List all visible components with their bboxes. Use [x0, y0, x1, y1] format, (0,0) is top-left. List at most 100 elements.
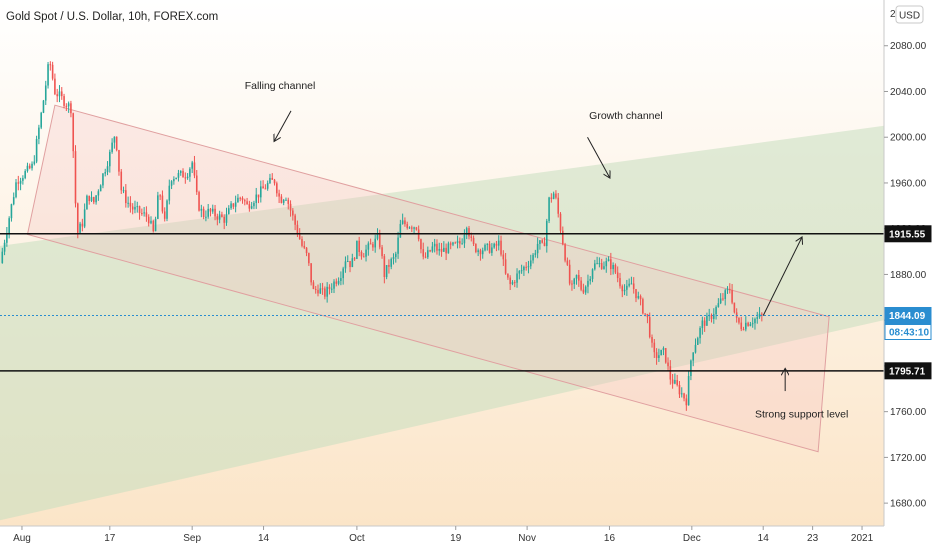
candle-body	[51, 64, 54, 79]
candle-body	[86, 195, 88, 210]
candle-body	[552, 193, 555, 199]
price-tick-label: 1680.00	[890, 499, 927, 510]
candle-body	[465, 228, 468, 235]
candle-body	[504, 259, 507, 274]
candle-body	[639, 296, 642, 300]
candle-body	[671, 379, 674, 384]
currency-button[interactable]: USD	[895, 5, 924, 24]
candle-body	[285, 199, 287, 201]
candle-body	[491, 247, 493, 253]
candle-body	[159, 195, 161, 197]
time-tick-label: Dec	[683, 533, 701, 544]
growth-channel-band	[0, 125, 884, 521]
candle-body	[575, 274, 578, 279]
candle-body	[225, 214, 228, 223]
candle-body	[566, 260, 569, 265]
candle-body	[243, 200, 246, 202]
currency-button-label: USD	[899, 11, 920, 22]
candle-body	[619, 278, 621, 287]
price-badge-label: 1844.09	[889, 311, 926, 322]
candle-body	[433, 243, 436, 247]
candle-body	[92, 197, 95, 203]
candle-body	[484, 244, 486, 251]
candle-body	[88, 195, 91, 201]
time-tick-label: 2021	[851, 533, 874, 544]
candle-body	[394, 253, 397, 258]
candle-body	[143, 212, 145, 214]
candle-body	[548, 197, 550, 221]
candle-body	[330, 288, 333, 290]
candle-body	[223, 216, 226, 223]
candle-body	[406, 224, 409, 228]
candle-body	[509, 277, 511, 285]
candle-body	[616, 272, 619, 279]
candle-body	[102, 173, 104, 186]
candle-body	[56, 94, 58, 97]
candle-body	[150, 220, 152, 224]
candle-body	[612, 265, 614, 270]
candle-body	[385, 265, 388, 278]
candle-body	[292, 210, 294, 216]
candle-body	[182, 170, 184, 178]
price-axis-background	[884, 0, 932, 550]
candle-body	[340, 278, 342, 281]
time-tick-label: Nov	[518, 533, 536, 544]
candle-body	[337, 280, 340, 284]
candle-body	[388, 265, 390, 267]
candle-body	[234, 202, 237, 207]
candle-body	[383, 256, 386, 278]
candle-body	[582, 289, 585, 293]
candle-body	[207, 208, 209, 217]
candle-body	[724, 290, 727, 300]
candle-body	[424, 256, 427, 258]
candle-body	[58, 91, 61, 97]
candle-body	[6, 233, 8, 243]
candle-body	[3, 242, 6, 252]
candle-body	[717, 303, 720, 307]
candle-body	[678, 385, 681, 395]
candle-body	[404, 220, 406, 225]
candle-body	[253, 202, 255, 207]
candle-body	[120, 171, 123, 191]
candle-body	[118, 150, 120, 172]
candle-body	[369, 243, 372, 245]
annotation-label: Falling channel	[245, 80, 316, 92]
candle-body	[122, 190, 125, 192]
candle-body	[513, 282, 516, 284]
candle-body	[468, 228, 470, 237]
candle-body	[632, 283, 635, 290]
candle-body	[356, 240, 358, 259]
candle-body	[198, 192, 200, 211]
candle-body	[17, 182, 20, 184]
candle-body	[72, 113, 75, 152]
candle-body	[598, 263, 601, 265]
candle-body	[269, 177, 271, 184]
candle-body	[642, 299, 644, 314]
candle-body	[271, 177, 274, 180]
candle-body	[518, 270, 521, 274]
candle-body	[456, 241, 459, 243]
candle-body	[294, 215, 296, 225]
candle-body	[658, 355, 660, 358]
candle-body	[580, 280, 582, 290]
candle-body	[427, 250, 429, 258]
candle-body	[97, 191, 100, 196]
candle-body	[170, 181, 173, 186]
candle-body	[397, 237, 399, 254]
candle-body	[184, 177, 187, 179]
candle-body	[63, 96, 65, 106]
candle-body	[134, 206, 136, 210]
candle-body	[289, 203, 292, 211]
candle-body	[109, 151, 111, 167]
annotation-label: Growth channel	[589, 110, 663, 122]
candle-body	[651, 337, 653, 343]
time-axis-background	[0, 526, 932, 550]
candle-body	[358, 240, 360, 252]
candle-body	[173, 179, 175, 182]
candle-body	[443, 247, 445, 252]
candle-body	[703, 320, 706, 326]
countdown-label: 08:43:10	[889, 327, 929, 338]
candle-body	[310, 263, 312, 283]
candle-body	[754, 318, 756, 324]
time-tick-label: 17	[104, 533, 116, 544]
